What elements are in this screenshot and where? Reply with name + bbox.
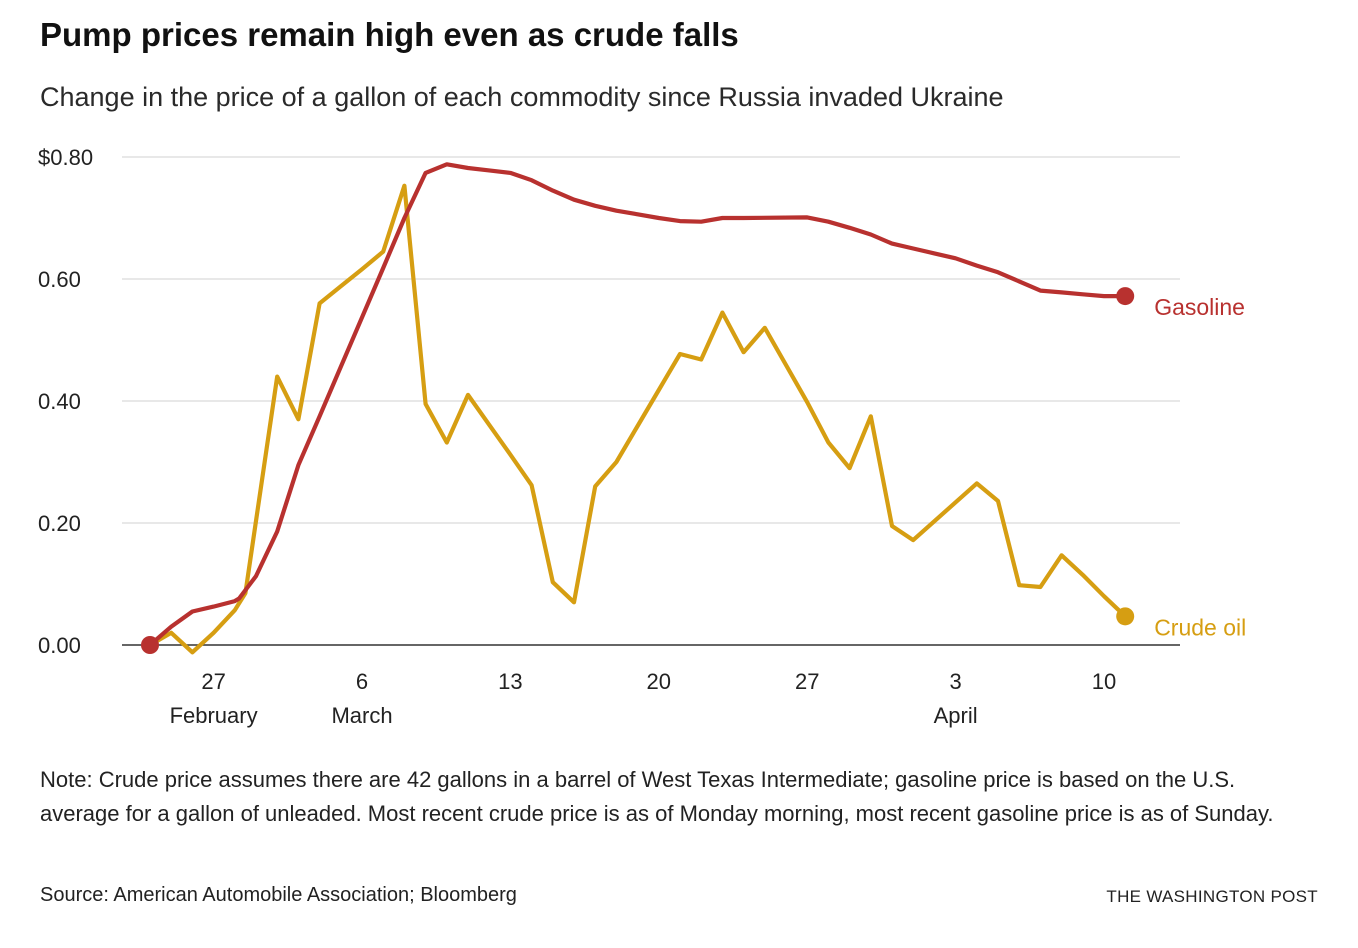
y-tick-label: 0.40 [38, 389, 81, 414]
x-tick-label: 10 [1092, 669, 1116, 694]
x-tick-label: 27 [795, 669, 819, 694]
x-tick-label: 20 [647, 669, 671, 694]
x-tick-label: 13 [498, 669, 522, 694]
publisher-credit: THE WASHINGTON POST [1106, 887, 1318, 906]
gasoline-end-marker [1116, 287, 1135, 306]
chart-title: Pump prices remain high even as crude fa… [40, 16, 739, 53]
x-tick-label: 27 [201, 669, 225, 694]
x-month-label: March [331, 703, 392, 728]
chart-source: Source: American Automobile Association;… [40, 884, 517, 906]
crude-oil-label: Crude oil [1154, 614, 1246, 640]
crude-oil-end-marker [1116, 607, 1135, 626]
x-tick-label: 6 [356, 669, 368, 694]
y-tick-label: $0.80 [38, 145, 93, 170]
chart-subtitle: Change in the price of a gallon of each … [40, 82, 1004, 112]
y-tick-label: 0.00 [38, 633, 81, 658]
line-chart: $0.80 0.60 0.40 0.20 0.00 27 February 6 March 13… [38, 145, 1246, 728]
x-month-label: April [934, 703, 978, 728]
x-month-label: February [170, 703, 258, 728]
crude-oil-line [147, 183, 1128, 655]
x-axis: 27 February 6 March 13 20 27 3 April 10 [170, 669, 1117, 728]
series-labels: Gasoline Crude oil [1154, 294, 1246, 640]
gasoline-line [147, 162, 1128, 648]
chart-note: Note: Crude price assumes there are 42 g… [40, 767, 1274, 826]
start-marker [141, 636, 159, 654]
y-tick-label: 0.20 [38, 511, 81, 536]
y-axis: $0.80 0.60 0.40 0.20 0.00 [38, 145, 93, 658]
series-lines [141, 162, 1135, 655]
y-tick-label: 0.60 [38, 267, 81, 292]
x-tick-label: 3 [949, 669, 961, 694]
gasoline-label: Gasoline [1154, 294, 1245, 320]
